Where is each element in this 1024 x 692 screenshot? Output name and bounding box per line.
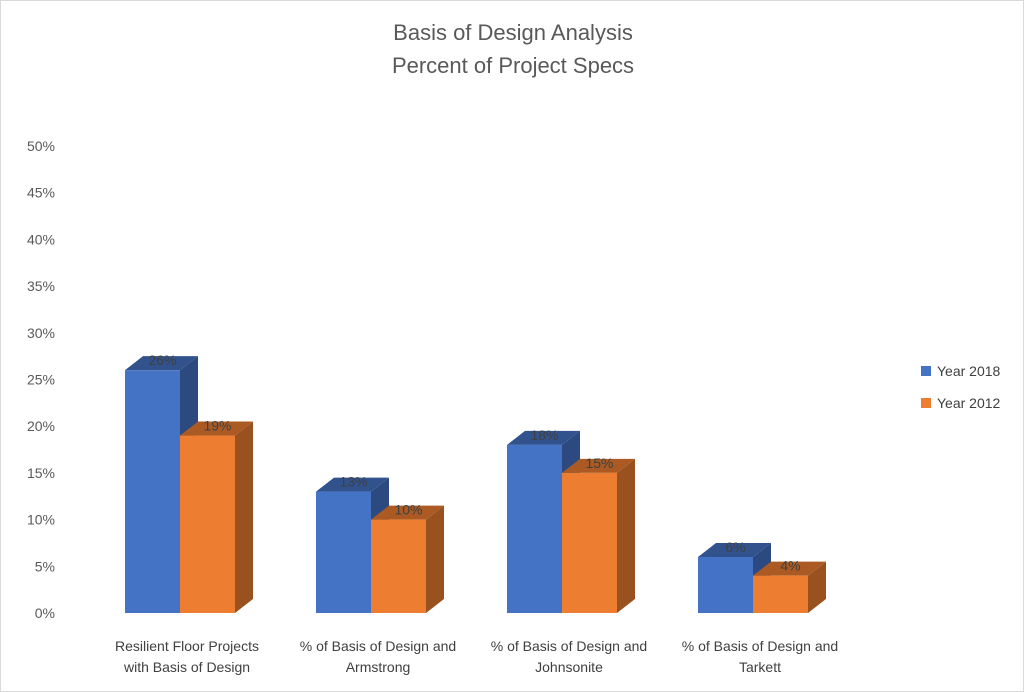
data-label: 13% — [339, 474, 367, 490]
bar-top-face — [698, 542, 771, 557]
y-tick-label: 30% — [27, 325, 55, 341]
chart-title: Basis of Design Analysis — [393, 20, 633, 45]
bar-top-face — [125, 356, 198, 371]
x-axis: Resilient Floor Projects with Basis of De… — [115, 638, 838, 675]
legend-swatch — [921, 398, 931, 408]
y-tick-label: 40% — [27, 231, 55, 247]
bar-series-2 — [562, 458, 635, 613]
y-tick-label: 25% — [27, 372, 55, 388]
y-tick-label: 5% — [35, 558, 55, 574]
bar-top-face — [753, 561, 826, 576]
bar-top-face — [180, 421, 253, 436]
bar-top-face — [562, 458, 635, 473]
bar-top-face — [371, 505, 444, 520]
data-label: 15% — [585, 455, 613, 471]
category-label: Armstrong — [346, 659, 411, 675]
y-tick-label: 45% — [27, 185, 55, 201]
bar-side-face — [426, 505, 444, 613]
bar-series-2 — [753, 561, 826, 613]
y-axis: 0% 5% 10% 15% 20% 25% 30% 35% 40% 45% 50% — [27, 138, 55, 621]
bar-side-face — [808, 561, 826, 613]
bar-side-face — [235, 421, 253, 613]
bar-front-face — [316, 491, 371, 613]
y-tick-label: 20% — [27, 418, 55, 434]
y-tick-label: 35% — [27, 278, 55, 294]
category-label: % of Basis of Design and — [491, 638, 647, 654]
bar-front-face — [125, 370, 180, 613]
data-label: 6% — [725, 539, 745, 555]
category-label: % of Basis of Design and — [682, 638, 838, 654]
bar-side-face — [617, 458, 635, 613]
legend: Year 2018 Year 2012 — [921, 363, 1001, 411]
bar-front-face — [698, 556, 753, 613]
data-label: 4% — [780, 558, 800, 574]
category-label: Johnsonite — [535, 659, 603, 675]
y-tick-label: 10% — [27, 512, 55, 528]
category-label: Resilient Floor Projects — [115, 638, 259, 654]
bar-front-face — [180, 435, 235, 613]
y-tick-label: 15% — [27, 465, 55, 481]
category-label: % of Basis of Design and — [300, 638, 456, 654]
data-label: 10% — [394, 502, 422, 518]
bar-front-face — [753, 575, 808, 613]
bars: 26% 19% 13% 10% 18% 15% 6% 4% — [125, 352, 826, 613]
data-label: 26% — [148, 352, 176, 368]
data-label: 19% — [203, 418, 231, 434]
bar-series-1 — [316, 477, 389, 613]
bar-top-face — [316, 477, 389, 492]
bar-series-2 — [180, 421, 253, 613]
legend-label: Year 2018 — [937, 363, 1001, 379]
y-tick-label: 50% — [27, 138, 55, 154]
legend-swatch — [921, 366, 931, 376]
category-label: Tarkett — [739, 659, 781, 675]
y-tick-label: 0% — [35, 605, 55, 621]
bar-front-face — [371, 519, 426, 613]
legend-label: Year 2012 — [937, 395, 1001, 411]
category-label: with Basis of Design — [123, 659, 250, 675]
bar-series-2 — [371, 505, 444, 613]
bar-front-face — [507, 444, 562, 613]
bar-top-face — [507, 430, 580, 445]
data-label: 18% — [530, 427, 558, 443]
chart-subtitle: Percent of Project Specs — [392, 53, 634, 78]
bar-front-face — [562, 472, 617, 613]
